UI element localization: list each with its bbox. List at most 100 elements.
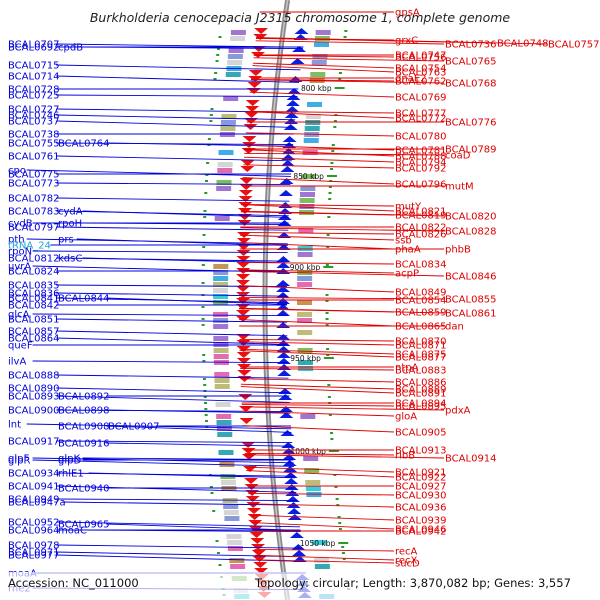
leader-line [255,40,445,45]
gene-arrow-right [254,568,269,574]
gene-label: BCAL0707 [8,40,60,51]
category-block [216,426,232,431]
category-block [301,174,317,179]
gene-label: BCAL0849 [395,288,447,299]
gene-label: BCAL0727 [8,105,60,116]
leader-line [56,387,290,394]
gene-label: sucD [395,559,420,570]
gene-label: BCAL0889 [395,385,447,396]
leader-line [242,410,395,417]
gene-label: kdsC [58,254,82,265]
gene-label: BCAL0794 [395,158,447,169]
gene-label: BCAL0755 [8,139,60,150]
tick-dot [327,384,331,386]
gene-arrow-left [278,406,293,412]
category-block [213,288,229,293]
category-block [297,318,313,323]
tick-dot [325,324,329,326]
gene-arrow-left [284,484,299,490]
tick-dot [203,216,207,218]
gene-label: BCAL0892 [58,392,110,403]
gene-label: BCAL0898 [58,406,110,417]
gene-label: BCAL0865 [395,322,447,333]
tick-dot [333,474,337,476]
gene-arrow-right [236,352,251,358]
gene-label: BCAL0949 [8,495,60,506]
gene-arrow-right [244,478,259,484]
gene-label: BCAL0836 [8,289,60,300]
tick-dot [204,402,208,404]
gene-label: pth [8,235,25,246]
tick-dot [338,72,342,74]
gene-label: rpoN [8,247,32,258]
gene-label: BCAL0893 [8,392,60,403]
category-block [314,42,330,47]
gene-label: BCAL0934 [8,469,60,480]
tick-dot [216,552,220,554]
gene-arrow-right [253,34,268,40]
leader-line [241,406,445,411]
tick-dot [202,354,206,356]
leader-line [238,296,445,300]
tick-dot [325,312,329,314]
leader-line [32,459,295,467]
gene-arrow-right [236,316,251,322]
category-block [298,228,314,233]
leader-line [239,242,395,250]
tick-dot [204,408,208,410]
gene-arrow-right [239,418,254,424]
gene-label: BCAL0764 [58,139,110,150]
tick-dot [325,300,329,302]
leader-line [56,551,304,558]
leader-line [239,338,395,342]
leader-line [32,250,288,254]
leader-line [240,231,395,235]
gene-label: queF [8,341,33,352]
gene-arrow-right [236,298,250,304]
category-block [297,360,313,365]
gene-arrow-right [244,112,259,118]
category-block [227,54,243,59]
category-block [215,402,231,407]
category-block [213,318,229,323]
tick-dot [212,510,216,512]
category-block [298,366,314,371]
left-leader-lines [26,43,309,591]
gene-label: BCAL0763 [395,68,447,79]
leader-line [240,383,395,390]
category-block [213,324,229,329]
category-block [227,60,243,65]
gene-arrow-right [253,562,268,568]
gene-label: BCAL0877 [395,353,447,364]
tick-dot [206,162,210,164]
tick-dot [202,360,206,362]
category-block [314,558,330,563]
tick-dot [202,234,206,236]
tick-dot [201,324,205,326]
gene-label: moaC [58,526,87,537]
category-block [305,480,321,485]
gene-label: BCAL0797 [8,223,60,234]
gene-label: BCAL0835 [8,281,60,292]
gene-arrow-left [277,370,292,376]
leader-line [56,182,291,186]
gene-arrow-right [236,358,251,364]
tick-dot [215,540,219,542]
gene-label: grxC [395,36,418,47]
gene-arrow-left [282,454,297,460]
gene-label: glpF [8,454,29,465]
gene-arrow-left [276,310,291,316]
gene-label: BCAL0780 [395,132,447,143]
category-block [299,204,315,209]
leader-line [239,350,395,358]
gene-label: BCAL0820 [445,212,497,223]
gene-arrow-right [236,238,251,244]
gene-arrow-right [236,310,251,316]
category-block [300,186,316,191]
gene-label: glpK [58,454,80,465]
gene-label: BCAL0738 [8,130,60,141]
gene-label: cpo [8,166,26,177]
gene-arrow-left [284,478,299,484]
category-block [299,192,315,197]
